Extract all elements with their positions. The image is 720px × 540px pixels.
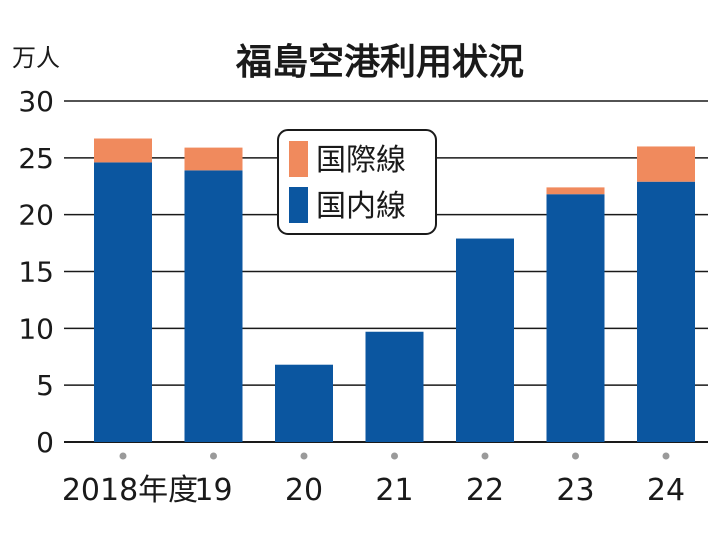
- bar-domestic-4: [456, 238, 514, 442]
- y-tick-label: 20: [18, 199, 54, 232]
- y-tick-label: 0: [36, 426, 54, 459]
- x-tick-label: 22: [466, 473, 504, 508]
- bars: [94, 138, 695, 442]
- legend: 国際線 国内線: [277, 129, 437, 235]
- y-tick-label: 10: [18, 312, 54, 345]
- bar-international-5: [546, 187, 605, 195]
- x-tick-label: 21: [375, 473, 413, 508]
- legend-label-domestic: 国内線: [316, 189, 406, 224]
- y-unit-label: 万人: [12, 44, 60, 72]
- category-dot: [481, 452, 489, 460]
- x-tick-label: 23: [556, 473, 594, 508]
- y-tick-label: 30: [18, 85, 54, 118]
- x-tick-label: 24: [647, 473, 685, 508]
- bar-domestic-1: [184, 170, 243, 442]
- chart-title: 福島空港利用状況: [235, 42, 524, 83]
- y-tick-label: 15: [18, 256, 54, 289]
- bar-international-0: [94, 138, 152, 163]
- y-tick-labels: 0 5 10 15 20 25 30: [18, 85, 54, 459]
- x-tick-label: 20: [285, 473, 323, 508]
- bar-domestic-0: [94, 162, 152, 442]
- x-tick-label: 19: [194, 473, 232, 508]
- category-markers: [119, 452, 670, 460]
- y-tick-label: 25: [18, 142, 54, 175]
- x-tick-labels: 2018年度 19 20 21 22 23 24: [62, 473, 685, 508]
- category-dot: [119, 452, 127, 460]
- bar-domestic-5: [546, 194, 605, 442]
- legend-swatch-international: [289, 141, 308, 177]
- x-tick-label: 2018年度: [62, 473, 198, 508]
- bar-domestic-2: [275, 364, 333, 442]
- bar-domestic-3: [365, 331, 424, 442]
- category-dot: [300, 452, 308, 460]
- legend-label-international: 国際線: [316, 143, 406, 178]
- bar-domestic-6: [637, 181, 695, 442]
- bar-international-1: [184, 147, 243, 171]
- legend-swatch-domestic: [289, 187, 308, 223]
- bar-international-6: [637, 146, 695, 182]
- category-dot: [662, 452, 670, 460]
- category-dot: [391, 452, 398, 460]
- category-dot: [210, 452, 217, 460]
- y-tick-label: 5: [36, 369, 54, 402]
- category-dot: [572, 452, 579, 460]
- legend-box: [277, 129, 437, 235]
